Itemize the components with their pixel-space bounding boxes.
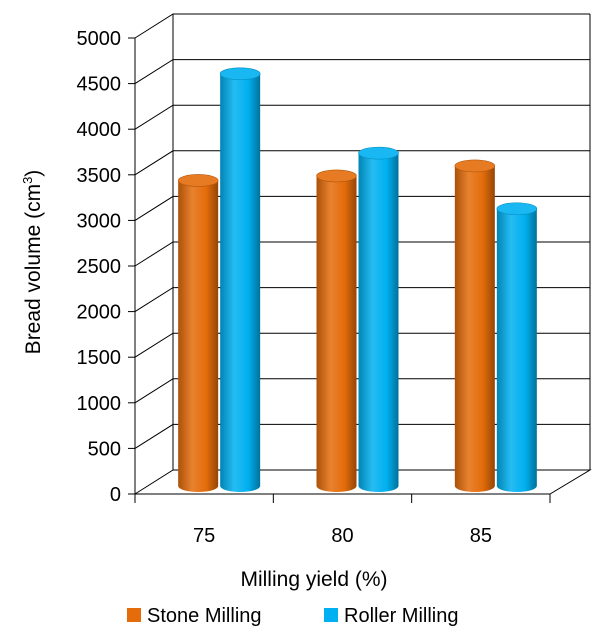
y-tick-label: 3000	[77, 210, 122, 232]
x-tick-label: 75	[193, 525, 215, 547]
bar-top	[219, 67, 261, 81]
legend-swatch	[324, 608, 338, 622]
y-tick-label: 2000	[77, 302, 122, 324]
gridline	[134, 13, 590, 39]
bar-body	[178, 180, 219, 493]
gridline	[134, 332, 590, 358]
x-axis: 75 80 85	[134, 493, 551, 547]
x-tick-label: 80	[331, 525, 353, 547]
bar-body	[454, 165, 495, 492]
gridline	[134, 287, 590, 313]
bar-top	[316, 169, 357, 183]
y-tick-label: 4500	[77, 74, 122, 96]
bar-top	[177, 174, 219, 187]
gridline	[134, 241, 590, 267]
y-axis-title: Bread volume (cm3)	[20, 170, 45, 355]
x-tick-label: 85	[470, 525, 492, 547]
y-tick-label: 5000	[77, 28, 122, 50]
y-tick-label: 500	[88, 438, 121, 460]
y-tick-label: 0	[110, 484, 121, 506]
bar	[454, 159, 496, 492]
gridline	[134, 195, 590, 221]
gridlines	[133, 13, 592, 495]
x-axis-title: Milling yield (%)	[240, 568, 387, 591]
gridline	[134, 150, 590, 176]
bar-body	[496, 208, 537, 492]
bar-body	[358, 153, 399, 492]
bar	[219, 67, 261, 492]
bars	[177, 67, 538, 493]
legend-swatch	[127, 608, 141, 622]
y-tick-label: 2500	[77, 256, 122, 278]
bar-body	[220, 73, 261, 492]
bar	[316, 169, 357, 493]
y-tick-label: 3500	[77, 165, 122, 187]
bar-top	[496, 202, 538, 216]
gridline	[134, 104, 590, 130]
y-tick-label: 1500	[77, 347, 122, 369]
gridline	[134, 378, 590, 404]
gridline	[134, 423, 590, 449]
y-tick-label: 1000	[77, 393, 122, 415]
bar-top	[358, 146, 399, 160]
legend: Stone Milling Roller Milling	[127, 605, 458, 627]
bar	[496, 202, 538, 492]
y-tick-label: 4000	[77, 119, 122, 141]
legend-label: Roller Milling	[344, 605, 458, 627]
bar	[358, 146, 399, 492]
legend-label: Stone Milling	[147, 605, 262, 627]
bar-body	[316, 175, 357, 493]
bar-top	[454, 159, 496, 173]
bar	[177, 174, 219, 493]
y-axis: 0 500 1000 1500 2000 2500 3000 3500 4000 4500 5000	[77, 28, 136, 506]
gridline	[134, 59, 590, 85]
